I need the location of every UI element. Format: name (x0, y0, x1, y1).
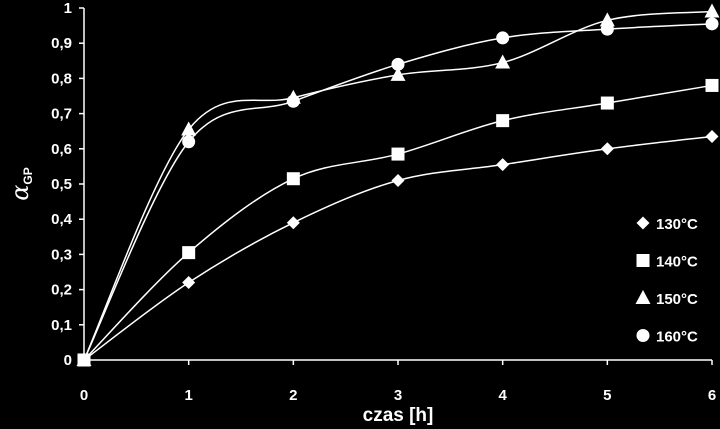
triangle-point (495, 54, 511, 69)
y-axis-title: αGP (6, 167, 35, 201)
diamond-point (286, 216, 300, 230)
diamond-point (705, 129, 719, 143)
y-tick-label: 0,5 (51, 176, 72, 193)
circle-point (496, 31, 510, 45)
series-line (83, 135, 713, 361)
square-point (391, 147, 405, 161)
y-tick-label: 0,2 (51, 282, 72, 299)
legend-label: 130°C (656, 216, 698, 233)
legend-triangle-icon (635, 290, 651, 304)
x-tick-label: 6 (708, 387, 716, 404)
diamond-point (496, 158, 510, 172)
x-tick-label: 4 (498, 387, 507, 404)
x-tick-label: 1 (184, 387, 192, 404)
x-tick-label: 0 (80, 387, 88, 404)
y-tick-label: 0,9 (51, 35, 72, 52)
triangle-point (390, 66, 406, 81)
circle-point (705, 17, 719, 31)
y-tick-label: 1 (64, 0, 72, 17)
circle-point (600, 22, 614, 36)
diamond-point (391, 173, 405, 187)
y-tick-label: 0,3 (51, 246, 72, 263)
square-point (182, 246, 196, 260)
square-point (600, 96, 614, 110)
legend-label: 150°C (656, 291, 698, 308)
circle-point (391, 57, 405, 71)
x-tick-label: 3 (394, 387, 402, 404)
x-tick-label: 5 (603, 387, 611, 404)
triangle-point (704, 3, 720, 18)
x-tick-labels: 0 1 2 3 4 5 6 (80, 360, 716, 404)
series-line (83, 84, 713, 361)
y-tick-label: 0,1 (51, 317, 72, 334)
triangle-point (599, 12, 615, 27)
square-point (705, 78, 719, 92)
diamond-point (182, 276, 196, 290)
x-tick-label: 2 (289, 387, 297, 404)
triangle-point (181, 121, 197, 136)
legend: 130°C 140°C 150°C 160°C (635, 216, 698, 346)
y-tick-label: 0,6 (51, 141, 72, 158)
legend-diamond-icon (636, 216, 650, 230)
y-axis-title-main: α (6, 185, 34, 201)
circle-point (77, 353, 91, 367)
y-tick-labels: 0 0,1 0,2 0,3 0,4 0,5 0,6 0,7 0,8 0,9 1 (51, 0, 84, 369)
y-tick-label: 0 (64, 352, 72, 369)
circle-point (286, 94, 300, 108)
y-tick-label: 0,8 (51, 70, 72, 87)
diamond-point (600, 142, 614, 156)
legend-label: 160°C (656, 329, 698, 346)
legend-label: 140°C (656, 254, 698, 271)
legend-square-icon (636, 254, 650, 267)
y-axis-title-subscript: GP (21, 167, 35, 184)
circle-point (182, 135, 196, 149)
x-axis-title: czas [h] (363, 405, 434, 426)
series-markers (76, 3, 720, 367)
legend-circle-icon (636, 329, 650, 342)
square-point (496, 114, 510, 128)
y-tick-label: 0,4 (51, 211, 73, 228)
square-point (286, 172, 300, 186)
y-tick-label: 0,7 (51, 106, 72, 123)
